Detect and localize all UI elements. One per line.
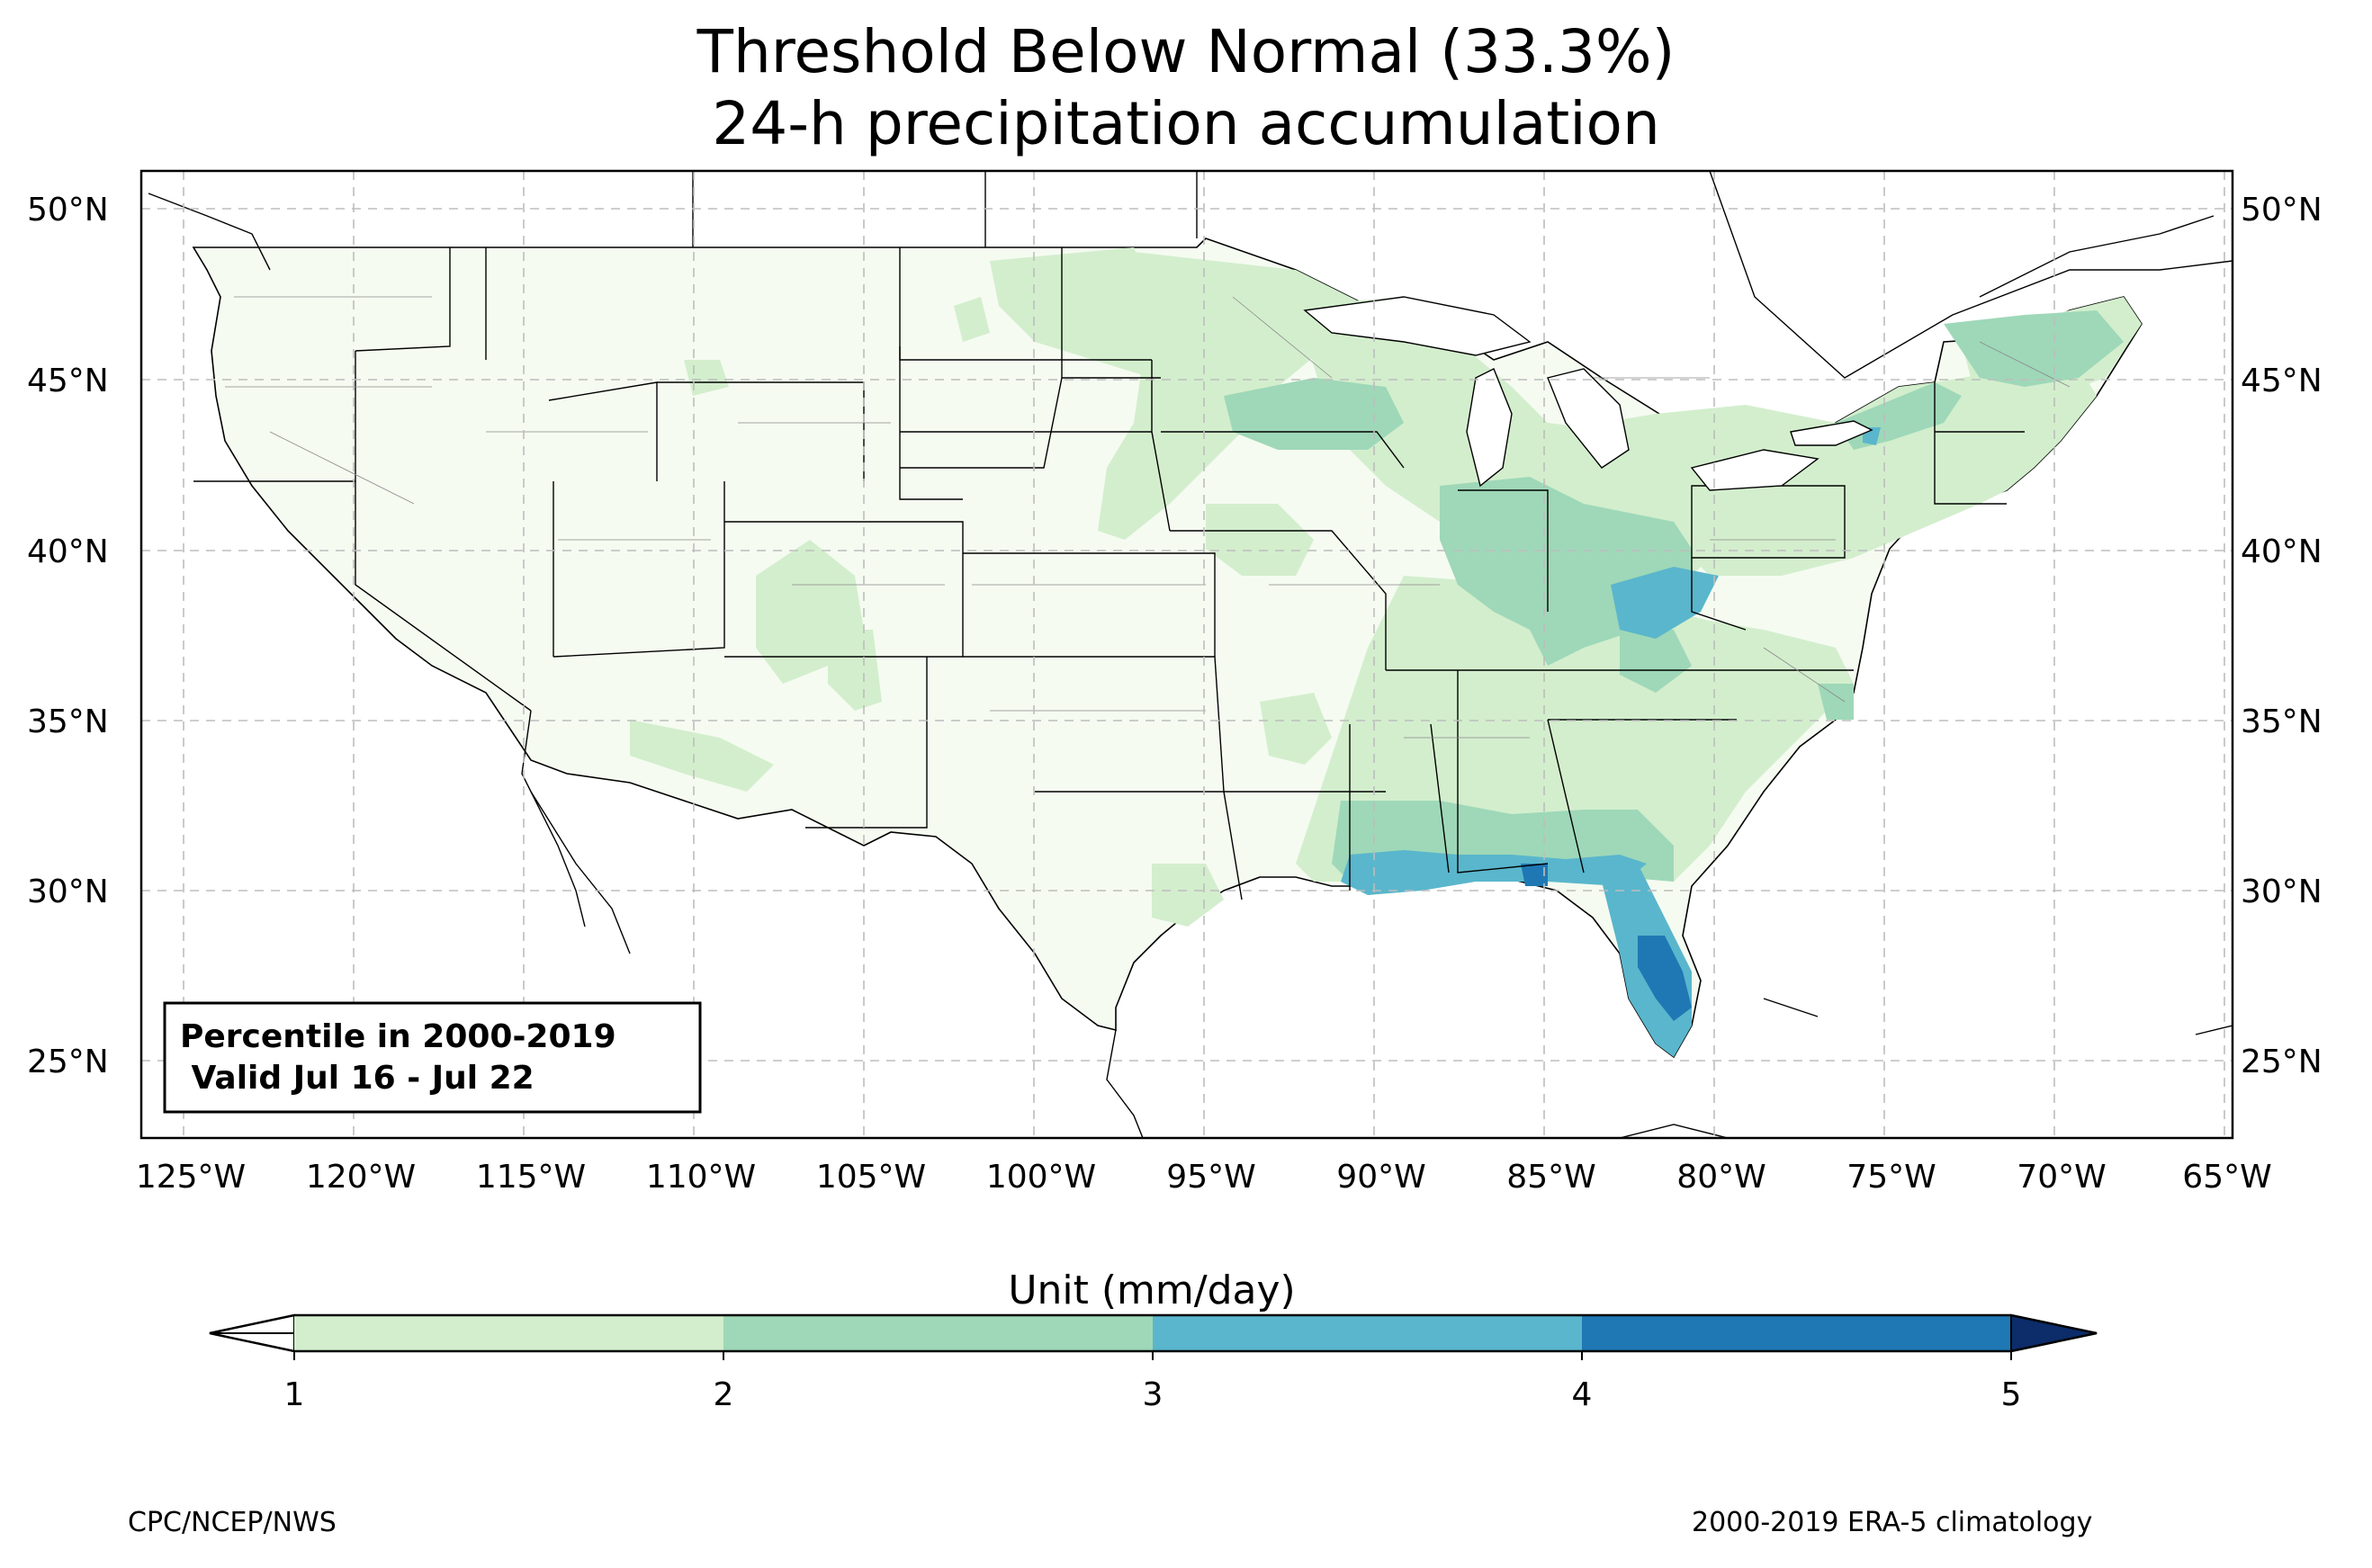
colorbar-tick-label: 5 xyxy=(2001,1376,2022,1413)
county-lines xyxy=(225,296,2071,739)
coastlines-borders xyxy=(148,171,2233,1138)
colorbar-tick-label: 2 xyxy=(714,1376,734,1413)
colorbar-above-extension xyxy=(2010,1313,2098,1353)
colorbar-label: Unit (mm/day) xyxy=(1008,1268,1295,1313)
lat-tick-label: 35°N xyxy=(27,703,109,740)
colorbar-ticks xyxy=(293,1351,2012,1360)
lon-tick-label: 110°W xyxy=(646,1159,756,1196)
info-box-frame xyxy=(163,1001,702,1114)
credit-right: 2000-2019 ERA-5 climatology xyxy=(1692,1507,2093,1538)
lon-tick-label: 125°W xyxy=(136,1159,246,1196)
lat-tick-label: 35°N xyxy=(2241,703,2323,740)
lat-tick-label: 25°N xyxy=(2241,1044,2323,1080)
lon-tick-label: 75°W xyxy=(1846,1159,1936,1196)
lat-tick-label: 30°N xyxy=(2241,874,2323,910)
lat-tick-labels-left: 50°N 45°N 40°N 35°N 30°N 25°N xyxy=(27,192,109,1080)
lat-tick-labels-right: 50°N 45°N 40°N 35°N 30°N 25°N xyxy=(2241,192,2323,1080)
colorbar-tick-label: 3 xyxy=(1143,1376,1164,1413)
colorbar-below-extension xyxy=(209,1313,295,1351)
colorbar-tick-label: 4 xyxy=(1572,1376,1593,1413)
lon-tick-label: 115°W xyxy=(476,1159,586,1196)
lat-tick-label: 50°N xyxy=(27,192,109,228)
lat-tick-label: 30°N xyxy=(27,874,109,910)
map-title-line1: Threshold Below Normal (33.3%) xyxy=(696,17,1676,86)
lat-tick-label: 45°N xyxy=(2241,363,2323,399)
great-lakes xyxy=(1303,296,1873,491)
colorbar-bin-1-2 xyxy=(294,1315,723,1351)
lon-tick-label: 100°W xyxy=(986,1159,1096,1196)
lon-tick-label: 70°W xyxy=(2017,1159,2106,1196)
state-boundaries xyxy=(193,247,2025,900)
lon-tick-label: 95°W xyxy=(1166,1159,1255,1196)
lon-tick-label: 65°W xyxy=(2182,1159,2271,1196)
info-box-line2: Valid Jul 16 - Jul 22 xyxy=(180,1060,535,1097)
lon-tick-label: 80°W xyxy=(1676,1159,1766,1196)
lon-tick-labels: 125°W 120°W 115°W 110°W 105°W 100°W 95°W… xyxy=(136,1159,2272,1196)
colorbar-bin-3-4 xyxy=(1153,1315,1582,1351)
info-box: Percentile in 2000-2019 Valid Jul 16 - J… xyxy=(163,1001,702,1114)
lon-tick-label: 90°W xyxy=(1336,1159,1425,1196)
colorbar-tick-label: 1 xyxy=(284,1376,305,1413)
lon-tick-label: 85°W xyxy=(1506,1159,1595,1196)
lon-tick-label: 105°W xyxy=(816,1159,926,1196)
lat-tick-label: 50°N xyxy=(2241,192,2323,228)
info-box-line1: Percentile in 2000-2019 xyxy=(180,1018,616,1055)
lat-tick-label: 40°N xyxy=(2241,533,2323,570)
lat-tick-label: 45°N xyxy=(27,363,109,399)
precip-bin-4-5 xyxy=(1521,864,1692,1021)
lat-tick-label: 40°N xyxy=(27,533,109,570)
map-title-line2: 24-h precipitation accumulation xyxy=(712,89,1660,158)
colorbar-bin-2-3 xyxy=(723,1315,1153,1351)
map-content xyxy=(141,171,2233,1138)
colorbar: Unit (mm/day) 1 2 3 4 5 xyxy=(209,1268,2098,1413)
credit-left: CPC/NCEP/NWS xyxy=(128,1507,337,1538)
colorbar-bin-4-5 xyxy=(1582,1315,2011,1351)
lat-tick-label: 25°N xyxy=(27,1044,109,1080)
lon-tick-label: 120°W xyxy=(306,1159,416,1196)
map-frame xyxy=(139,169,2234,1140)
